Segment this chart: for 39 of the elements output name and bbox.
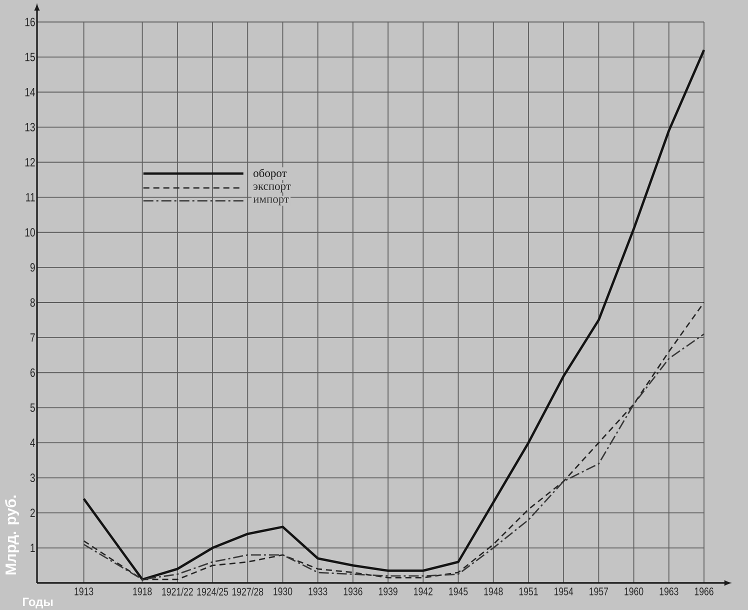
y-tick-label: 16 [25, 18, 35, 26]
y-tick-label: 11 [26, 193, 35, 202]
y-tick-label: 13 [25, 122, 35, 132]
x-tick-label: 1921/22 [162, 588, 193, 596]
x-tick-label: 1957 [590, 588, 608, 596]
x-tick-label: 1927/28 [232, 588, 264, 596]
x-tick-label: 1966 [694, 588, 714, 596]
y-axis-title: Млрд. руб. [4, 496, 20, 574]
x-tick-label: 1918 [133, 588, 152, 596]
x-tick-label: 1951 [519, 588, 538, 596]
y-tick-label: 6 [30, 368, 35, 377]
x-axis-title: Годы [22, 598, 53, 608]
text: оборот [254, 168, 287, 180]
x-tick-label: 1930 [274, 588, 292, 596]
x-tick-label: 1913 [74, 588, 94, 596]
x-tick-label: 1939 [378, 588, 398, 596]
x-tick-label: 1945 [449, 588, 468, 596]
x-tick-label: 1963 [660, 588, 678, 596]
x-tick-label: 1948 [484, 588, 503, 596]
x-tick-label: 1936 [344, 588, 362, 596]
x-tick-label: 1954 [554, 588, 574, 596]
y-tick-label: 9 [30, 263, 35, 272]
y-tick-label: 5 [30, 403, 35, 412]
text: экспорт [253, 184, 291, 192]
y-tick-label: 14 [25, 88, 36, 96]
y-tick-label: 12 [25, 158, 35, 166]
y-tick-label: 8 [30, 298, 35, 307]
text: импорт [253, 197, 289, 206]
x-tick-label: 1942 [414, 588, 432, 596]
x-tick-label: 1960 [624, 588, 644, 596]
y-tick-label: 15 [25, 52, 35, 62]
y-tick-label: 10 [25, 228, 35, 237]
x-tick-label: 1924/25 [197, 588, 228, 596]
y-tick-label: 4 [30, 438, 36, 447]
y-tick-label: 2 [30, 508, 35, 518]
y-tick-label: 3 [30, 474, 35, 482]
x-tick-label: 1933 [308, 588, 328, 596]
y-tick-label: 7 [30, 333, 35, 342]
y-tick-label: 1 [30, 544, 35, 552]
